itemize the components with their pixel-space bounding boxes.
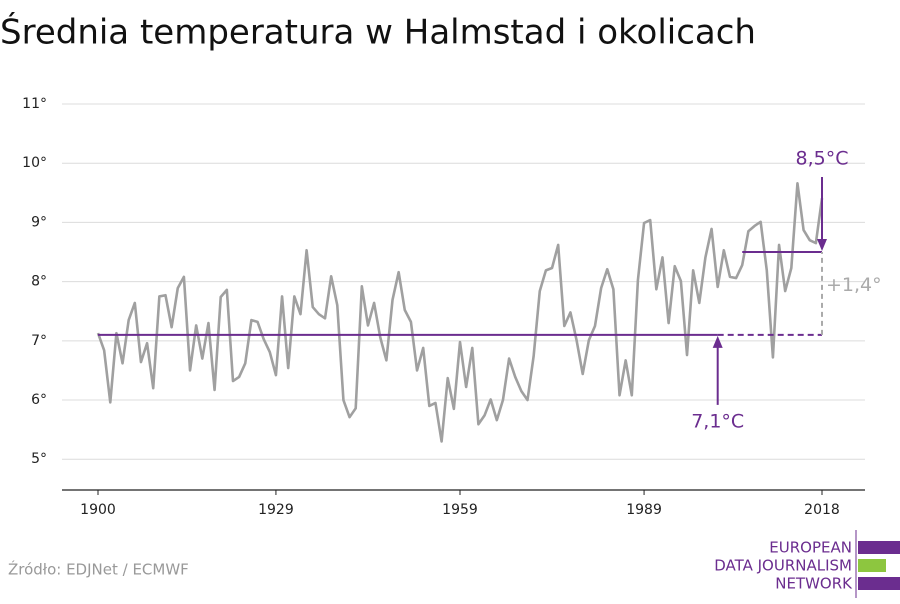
- x-tick-label: 1900: [80, 502, 116, 518]
- y-tick-label: 6°: [31, 392, 47, 408]
- y-tick-label: 11°: [22, 96, 47, 112]
- logo-text: DATA JOURNALISM: [714, 557, 852, 575]
- y-tick-label: 9°: [31, 214, 47, 230]
- logo: EUROPEAN DATA JOURNALISM NETWORK: [714, 530, 900, 598]
- logo-text: NETWORK: [775, 575, 853, 593]
- y-tick-label: 7°: [31, 333, 47, 349]
- arrow-head: [712, 335, 723, 348]
- annotation: +1,4°: [826, 274, 882, 296]
- arrow-head: [817, 239, 827, 252]
- y-tick-label: 10°: [22, 155, 47, 171]
- data-line: [96, 182, 824, 443]
- x-tick-label: 1989: [626, 502, 662, 518]
- annotation: 8,5°C: [796, 148, 849, 170]
- y-tick-label: 5°: [31, 451, 47, 467]
- chart-title: Średnia temperatura w Halmstad i okolica…: [0, 12, 756, 53]
- x-tick-label: 2018: [804, 502, 840, 518]
- annotation: 7,1°C: [691, 410, 744, 432]
- logo-text: EUROPEAN: [769, 539, 852, 557]
- y-tick-label: 8°: [31, 274, 47, 290]
- x-tick-label: 1959: [442, 502, 478, 518]
- source: Źródło: EDJNet / ECMWF: [8, 560, 189, 579]
- x-tick-label: 1929: [258, 502, 294, 518]
